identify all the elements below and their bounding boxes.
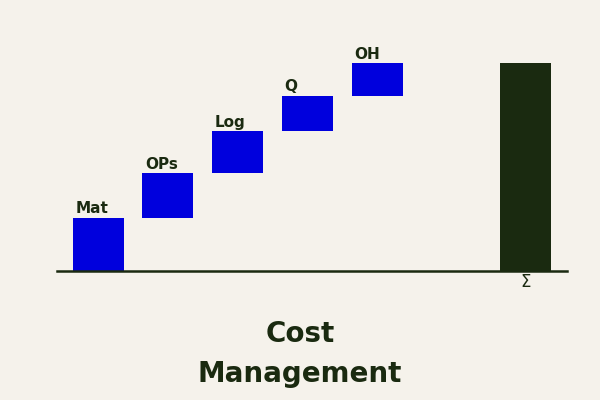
- Bar: [282, 96, 333, 132]
- Text: Σ: Σ: [521, 274, 531, 292]
- Text: OH: OH: [354, 47, 380, 62]
- Bar: [500, 63, 551, 271]
- Text: Cost: Cost: [265, 320, 335, 348]
- Text: Log: Log: [215, 115, 245, 130]
- Bar: [212, 132, 263, 173]
- Text: Management: Management: [198, 360, 402, 388]
- Bar: [73, 218, 124, 271]
- Text: Mat: Mat: [75, 201, 108, 216]
- Text: Q: Q: [284, 79, 298, 94]
- Bar: [352, 63, 403, 96]
- Bar: [142, 173, 193, 218]
- Text: OPs: OPs: [145, 156, 178, 172]
